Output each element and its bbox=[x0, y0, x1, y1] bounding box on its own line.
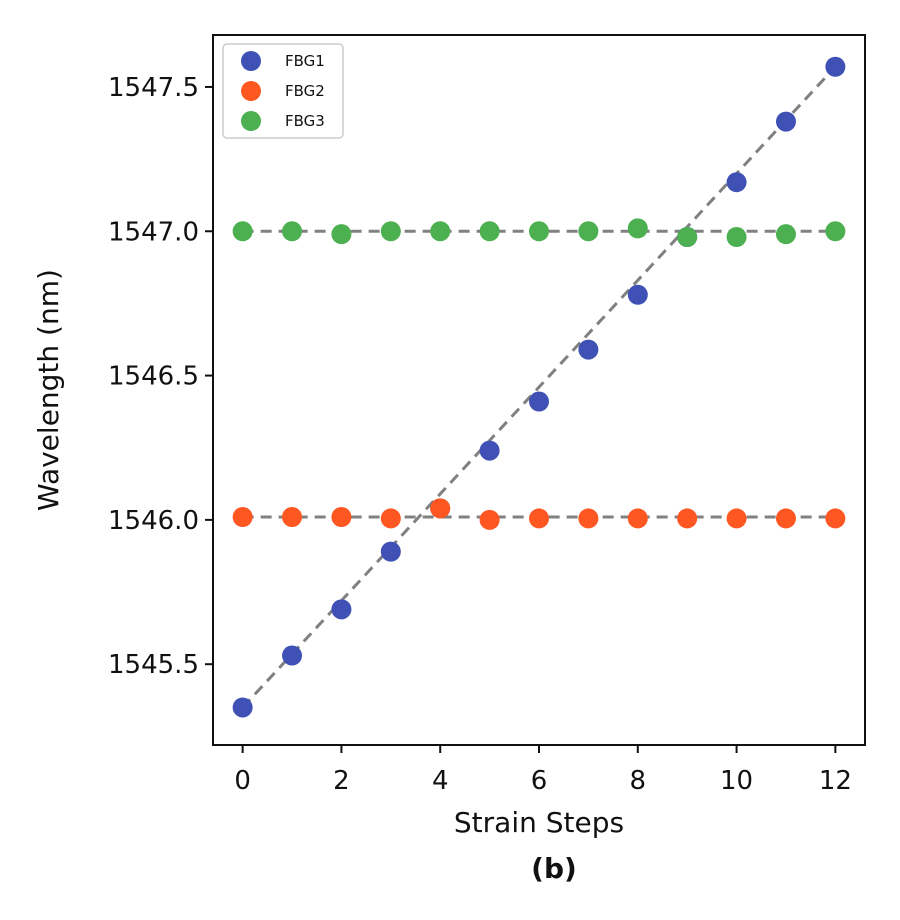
figure-caption: (b) bbox=[531, 852, 577, 885]
point-fbg2-8 bbox=[627, 508, 648, 529]
point-fbg3-11 bbox=[775, 224, 796, 245]
point-fbg1-6 bbox=[529, 391, 549, 412]
y-tick-label: 1547.5 bbox=[108, 73, 199, 103]
x-tick-label: 4 bbox=[432, 766, 449, 796]
point-fbg3-3 bbox=[380, 221, 401, 242]
point-fbg1-5 bbox=[479, 440, 500, 461]
fit-line-1 bbox=[241, 65, 837, 709]
legend-marker-fbg3 bbox=[241, 111, 261, 131]
point-fbg3-8 bbox=[627, 218, 648, 239]
point-fbg2-1 bbox=[282, 506, 303, 527]
point-fbg3-5 bbox=[479, 221, 500, 242]
point-fbg3-9 bbox=[677, 227, 698, 248]
point-fbg2-3 bbox=[380, 508, 401, 529]
point-fbg3-6 bbox=[529, 221, 549, 242]
point-fbg2-12 bbox=[825, 508, 846, 529]
point-fbg2-6 bbox=[529, 508, 549, 529]
x-tick-label: 12 bbox=[819, 766, 852, 796]
point-fbg2-10 bbox=[726, 508, 747, 529]
x-tick-label: 10 bbox=[720, 766, 753, 796]
y-tick-label: 1547.0 bbox=[108, 217, 199, 247]
point-fbg3-1 bbox=[282, 221, 303, 242]
point-fbg2-7 bbox=[578, 508, 599, 529]
y-axis-ticks: 1545.5 1546.0 1546.5 1547.0 1547.5 bbox=[108, 73, 213, 680]
x-axis-ticks: 0 2 4 6 8 10 12 bbox=[234, 745, 852, 796]
point-fbg1-11 bbox=[775, 111, 796, 132]
point-fbg1-12 bbox=[825, 56, 846, 77]
y-tick-label: 1546.5 bbox=[108, 362, 199, 392]
point-fbg3-4 bbox=[430, 221, 451, 242]
x-tick-label: 2 bbox=[333, 766, 350, 796]
point-fbg3-10 bbox=[726, 227, 747, 248]
point-fbg2-9 bbox=[677, 508, 698, 529]
x-tick-label: 8 bbox=[630, 766, 647, 796]
y-tick-label: 1545.5 bbox=[108, 650, 199, 680]
point-fbg2-0 bbox=[232, 506, 253, 527]
y-axis-title: Wavelength (nm) bbox=[32, 269, 65, 511]
y-tick-label: 1546.0 bbox=[108, 506, 199, 536]
point-fbg2-11 bbox=[775, 508, 796, 529]
point-fbg1-1 bbox=[282, 645, 303, 666]
fit-lines bbox=[241, 65, 837, 709]
point-fbg3-2 bbox=[331, 224, 352, 245]
point-fbg3-7 bbox=[578, 221, 599, 242]
point-fbg1-8 bbox=[627, 284, 648, 305]
point-fbg2-5 bbox=[479, 509, 500, 530]
legend-label-fbg3: FBG3 bbox=[285, 112, 325, 130]
point-fbg3-12 bbox=[825, 221, 846, 242]
legend: FBG1 FBG2 FBG3 bbox=[222, 43, 344, 139]
point-fbg2-4 bbox=[430, 498, 451, 519]
x-tick-label: 6 bbox=[531, 766, 548, 796]
point-fbg1-7 bbox=[578, 339, 599, 360]
plot-frame bbox=[212, 34, 866, 746]
x-axis-title: Strain Steps bbox=[454, 806, 624, 839]
legend-label-fbg2: FBG2 bbox=[285, 82, 325, 100]
point-fbg1-2 bbox=[331, 599, 352, 620]
point-fbg1-3 bbox=[380, 541, 401, 562]
data-points bbox=[232, 56, 846, 718]
x-tick-label: 0 bbox=[234, 766, 251, 796]
point-fbg2-2 bbox=[331, 506, 352, 527]
legend-marker-fbg2 bbox=[241, 81, 261, 101]
legend-label-fbg1: FBG1 bbox=[285, 52, 325, 70]
legend-marker-fbg1 bbox=[241, 51, 261, 71]
point-fbg3-0 bbox=[232, 221, 253, 242]
point-fbg1-0 bbox=[232, 697, 253, 718]
point-fbg1-10 bbox=[726, 172, 747, 193]
